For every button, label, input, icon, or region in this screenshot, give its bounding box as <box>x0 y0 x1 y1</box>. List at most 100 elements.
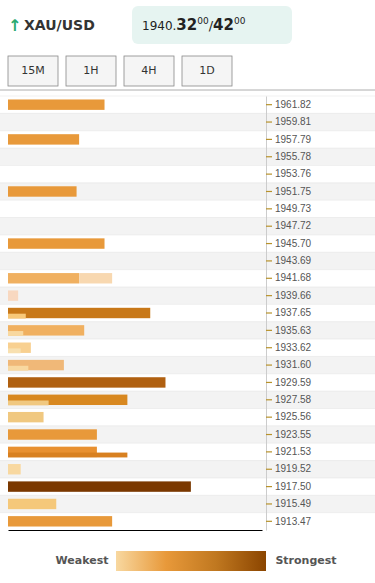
tab-box <box>8 56 58 86</box>
y-tick: 1961.82 <box>266 99 312 110</box>
row-bg <box>0 270 375 287</box>
row-bg <box>0 495 375 512</box>
price-part: 00 <box>234 16 246 26</box>
bar <box>8 429 97 439</box>
y-tick-mark <box>266 139 272 140</box>
tab: 1D <box>182 56 232 86</box>
row-separator <box>0 113 375 114</box>
y-tick-mark <box>266 208 272 209</box>
sub-bar <box>8 453 127 458</box>
y-tick-mark <box>266 451 272 452</box>
y-tick-label: 1935.63 <box>275 325 312 336</box>
header-arrow: ↑ <box>8 16 21 35</box>
row-separator <box>0 304 375 305</box>
x-axis <box>9 530 263 531</box>
y-tick: 1955.78 <box>266 151 312 162</box>
y-tick-label: 1929.59 <box>275 377 312 388</box>
y-tick-label: 1955.78 <box>275 151 312 162</box>
tabs: 15M1H4H1D <box>0 56 375 90</box>
y-tick: 1923.55 <box>266 429 312 440</box>
tab-label: 1H <box>83 64 98 77</box>
bar-segment <box>79 273 112 283</box>
row-separator <box>0 408 375 409</box>
tabs-border <box>0 90 375 91</box>
tab-box <box>124 56 174 86</box>
sub-bar <box>8 314 26 319</box>
y-tick-label: 1913.47 <box>275 516 312 527</box>
row-bg <box>0 165 375 182</box>
row-bg <box>0 148 375 165</box>
y-tick: 1931.60 <box>266 359 312 370</box>
y-tick: 1941.68 <box>266 272 312 283</box>
y-tick: 1929.59 <box>266 377 312 388</box>
row-bg <box>0 131 375 148</box>
bar <box>8 412 44 422</box>
row-separator <box>0 130 375 131</box>
row-bg <box>0 339 375 356</box>
y-tick-mark <box>266 503 272 504</box>
y-tick: 1927.58 <box>266 394 312 405</box>
price-part: 42 <box>213 16 234 34</box>
y-tick-label: 1919.52 <box>275 463 312 474</box>
row-separator <box>0 495 375 496</box>
y-tick-label: 1921.53 <box>275 446 312 457</box>
y-tick: 1921.53 <box>266 446 312 457</box>
y-tick-mark <box>266 121 272 122</box>
y-tick-mark <box>266 330 272 331</box>
y-tick-mark <box>266 278 272 279</box>
y-tick: 1939.66 <box>266 290 312 301</box>
price-part: 00 <box>197 16 209 26</box>
y-tick-mark <box>266 260 272 261</box>
sub-bar <box>8 366 28 371</box>
y-tick: 1933.62 <box>266 342 312 353</box>
row-separator <box>0 200 375 201</box>
row-separator <box>0 460 375 461</box>
row-bg <box>0 218 375 235</box>
tab: 4H <box>124 56 174 86</box>
rows <box>0 96 375 530</box>
row-bg <box>0 461 375 478</box>
y-tick-mark <box>266 104 272 105</box>
row-bg <box>0 322 375 339</box>
y-tick-label: 1941.68 <box>275 272 312 283</box>
y-tick-mark <box>266 399 272 400</box>
y-tick-label: 1945.70 <box>275 238 312 249</box>
price-part: 32 <box>176 16 197 34</box>
y-tick-label: 1943.69 <box>275 255 312 266</box>
row-bg <box>0 356 375 373</box>
tab-label: 4H <box>141 64 156 77</box>
y-tick: 1947.72 <box>266 220 312 231</box>
y-tick: 1949.73 <box>266 203 312 214</box>
row-bg <box>0 426 375 443</box>
row-bg <box>0 96 375 113</box>
row-separator <box>0 425 375 426</box>
row-bg <box>0 304 375 321</box>
y-tick-mark <box>266 347 272 348</box>
y-tick: 1925.56 <box>266 411 312 422</box>
row-bg <box>0 513 375 530</box>
row-bg <box>0 408 375 425</box>
row-bg <box>0 235 375 252</box>
y-tick: 1959.81 <box>266 116 312 127</box>
row-bg <box>0 287 375 304</box>
y-tick-label: 1959.81 <box>275 116 312 127</box>
y-tick: 1951.75 <box>266 186 312 197</box>
y-tick: 1913.47 <box>266 516 312 527</box>
row-separator <box>0 391 375 392</box>
y-tick: 1957.79 <box>266 134 312 145</box>
y-tick-label: 1925.56 <box>275 411 312 422</box>
y-tick: 1935.63 <box>266 325 312 336</box>
bar <box>8 377 165 387</box>
tab-label: 1D <box>199 64 214 77</box>
row-separator <box>0 512 375 513</box>
x-axis-line <box>9 530 263 531</box>
row-separator <box>0 356 375 357</box>
y-tick-label: 1937.65 <box>275 307 312 318</box>
bar <box>8 360 64 370</box>
y-tick-label: 1953.76 <box>275 168 312 179</box>
bar <box>8 481 191 491</box>
bar <box>8 308 150 318</box>
bar <box>8 134 79 144</box>
y-tick-label: 1947.72 <box>275 220 312 231</box>
tab-box <box>182 56 232 86</box>
